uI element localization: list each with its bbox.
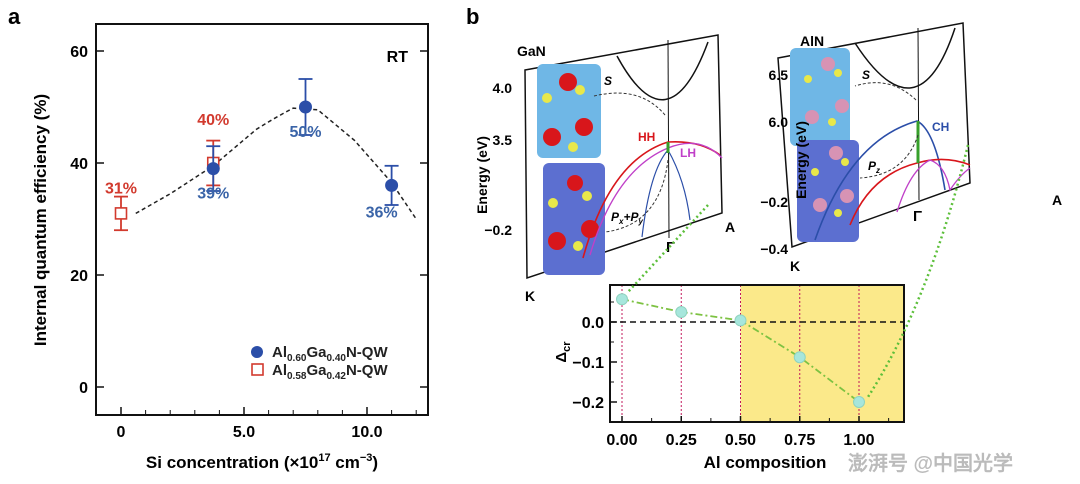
- x-tick-label-a: 10.0: [351, 424, 382, 441]
- panel-label-a: a: [8, 4, 21, 29]
- y-tick-label-a: 20: [70, 268, 88, 285]
- x-tick-label-b: 0.50: [725, 432, 756, 449]
- chart-b: 0.00 0.25 0.50 0.75 1.00 0.0 −0.1 −0.2 Δcr Al c…: [553, 284, 905, 472]
- gan-title: GaN: [517, 43, 546, 59]
- y-tick-label-b: −0.2: [572, 395, 604, 412]
- x-axis-label-a: Si concentration (×1017 cm−3): [146, 452, 378, 472]
- aln-ytick: −0.4: [760, 241, 788, 257]
- data-point-circle: [385, 178, 399, 192]
- y-tick-label-b: 0.0: [582, 315, 604, 332]
- y-tick-label-a: 40: [70, 156, 88, 173]
- aln-ch-label: CH: [932, 120, 949, 134]
- x-tick-label-b: 0.75: [784, 432, 815, 449]
- plot-frame-a: [95, 23, 429, 416]
- data-label: 36%: [366, 204, 398, 221]
- aln-title: AlN: [800, 33, 824, 49]
- fit-curve: [135, 107, 417, 220]
- y-axis-label-a: Internal quantum efficiency (%): [31, 94, 50, 346]
- data-label: 40%: [197, 112, 229, 129]
- data-label: 31%: [105, 180, 137, 197]
- legend-entry-1: Al0.60Ga0.40N-QW: [272, 344, 388, 364]
- aln-gamma-label: Γ: [913, 208, 922, 225]
- data-label: 50%: [289, 124, 321, 141]
- aln-ytick: 6.5: [769, 67, 789, 83]
- data-point: [853, 396, 865, 408]
- data-point: [675, 306, 688, 318]
- watermark: 澎湃号 @中国光学: [848, 451, 1013, 475]
- panel-label-b: b: [466, 4, 479, 29]
- data-label: 39%: [197, 186, 229, 203]
- data-point-square: [114, 207, 128, 220]
- band-diagram-gan: GaN 4.0 3.5 −0.2 Energy (eV) K Γ A HH LH…: [474, 34, 735, 304]
- band-diagram-aln: AlN 6.5 6.0 −0.2 −0.4 Energy (eV) K Γ A …: [760, 22, 1062, 274]
- plot-frame-b: [609, 284, 905, 423]
- x-axis-label-b: Al composition: [704, 453, 827, 472]
- y-tick-label-a: 0: [79, 380, 88, 397]
- x-tick-label-a: 0: [117, 424, 126, 441]
- aln-k-label: K: [790, 258, 800, 274]
- gan-s-label: S: [604, 74, 612, 88]
- gan-pxpy-label: Px+Py: [611, 210, 643, 226]
- x-tick-label-a: 5.0: [233, 424, 255, 441]
- gan-ytick: −0.2: [484, 222, 512, 238]
- gan-ytick: 4.0: [493, 80, 513, 96]
- gan-lh-label: LH: [680, 146, 696, 160]
- aln-pz-label: Pz: [868, 159, 880, 175]
- chart-a: RT Internal quantum efficiency (%) Si co…: [31, 23, 429, 472]
- data-point: [734, 314, 747, 327]
- data-point-circle: [206, 162, 220, 176]
- x-tick-label-b: 1.00: [843, 432, 874, 449]
- legend-entry-2: Al0.58Ga0.42N-QW: [272, 362, 388, 382]
- aln-s-label: S: [862, 68, 870, 82]
- gan-k-label: K: [525, 288, 535, 304]
- legend-a: Al0.60Ga0.40N-QW Al0.58Ga0.42N-QW: [251, 344, 388, 382]
- gan-ylabel: Energy (eV): [474, 136, 490, 214]
- aln-a-label: A: [1052, 192, 1062, 208]
- y-axis-label-b: Δcr: [553, 341, 573, 363]
- data-point-circle: [299, 100, 312, 114]
- aln-ytick: 6.0: [769, 114, 789, 130]
- gan-hh-label: HH: [638, 130, 655, 144]
- legend-marker-square: [251, 363, 264, 376]
- x-tick-label-b: 0.00: [606, 432, 637, 449]
- data-point: [793, 351, 806, 364]
- legend-marker-circle: [251, 346, 263, 358]
- aln-ytick: −0.2: [760, 194, 788, 210]
- gan-ytick: 3.5: [493, 132, 513, 148]
- aln-ylabel: Energy (eV): [793, 121, 809, 199]
- highlight-region: [740, 285, 904, 422]
- y-tick-label-a: 60: [70, 44, 88, 61]
- annotation-rt: RT: [387, 49, 409, 66]
- data-point: [616, 293, 628, 306]
- x-tick-label-b: 0.25: [666, 432, 697, 449]
- gan-a-label: A: [725, 219, 735, 235]
- y-tick-label-b: −0.1: [572, 355, 604, 372]
